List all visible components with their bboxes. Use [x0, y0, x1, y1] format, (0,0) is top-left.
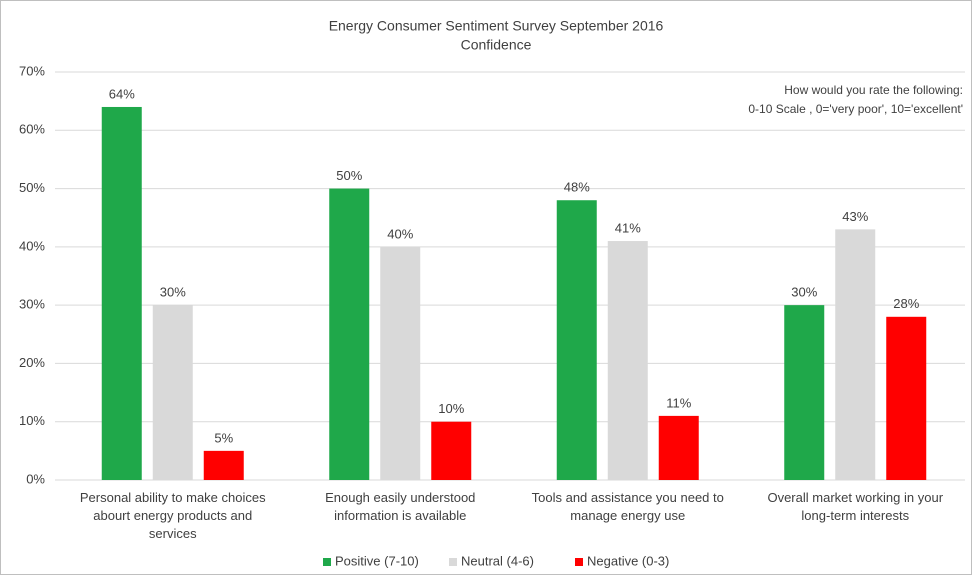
- bar: [380, 246, 421, 480]
- legend-label: Neutral (4-6): [461, 553, 534, 568]
- legend-swatch: [575, 558, 583, 566]
- y-tick-label: 0%: [26, 471, 45, 486]
- bar: [886, 316, 927, 480]
- legend-swatch: [449, 558, 457, 566]
- data-label: 43%: [842, 209, 868, 224]
- legend-label: Positive (7-10): [335, 553, 419, 568]
- y-tick-label: 40%: [19, 238, 45, 253]
- y-tick-label: 70%: [19, 63, 45, 78]
- bar: [556, 200, 597, 480]
- legend-swatch: [323, 558, 331, 566]
- bar: [329, 188, 370, 481]
- data-label: 40%: [387, 226, 413, 241]
- data-label: 5%: [214, 430, 233, 445]
- chart-title: Energy Consumer Sentiment Survey Septemb…: [329, 18, 664, 34]
- bar: [835, 229, 876, 480]
- data-label: 30%: [791, 285, 817, 300]
- x-tick-label: Personal ability to make choices abourt …: [79, 490, 266, 541]
- chart-subtitle: Confidence: [461, 37, 532, 53]
- y-tick-label: 30%: [19, 297, 45, 312]
- data-label: 50%: [336, 168, 362, 183]
- bar: [784, 305, 825, 480]
- annotation: How would you rate the following:: [784, 83, 963, 97]
- bar: [607, 241, 648, 480]
- data-label: 41%: [615, 220, 641, 235]
- data-label: 10%: [438, 401, 464, 416]
- x-tick-label: Tools and assistance you need to manage …: [531, 490, 724, 523]
- x-tick-label: Enough easily understood information is …: [325, 490, 476, 523]
- annotation: 0-10 Scale , 0='very poor', 10='excellen…: [748, 102, 963, 116]
- y-tick-label: 60%: [19, 122, 45, 137]
- bar: [101, 106, 142, 480]
- legend-label: Negative (0-3): [587, 553, 669, 568]
- data-label: 28%: [893, 296, 919, 311]
- x-tick-label: Overall market working in your long-term…: [767, 490, 944, 523]
- bar: [203, 450, 244, 480]
- y-tick-label: 20%: [19, 355, 45, 370]
- data-label: 30%: [160, 285, 186, 300]
- data-label: 11%: [666, 395, 691, 410]
- data-label: 64%: [109, 86, 135, 101]
- bar: [152, 305, 193, 480]
- data-label: 48%: [564, 180, 590, 195]
- y-tick-label: 10%: [19, 413, 45, 428]
- bar: [658, 415, 699, 480]
- y-tick-label: 50%: [19, 180, 45, 195]
- bar: [431, 421, 472, 480]
